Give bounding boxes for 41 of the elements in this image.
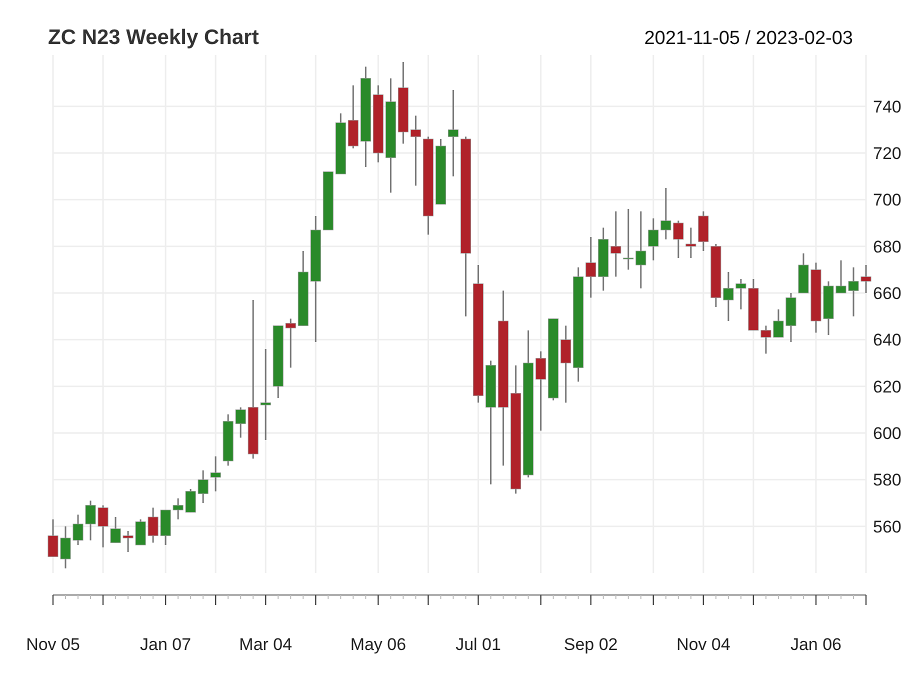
y-tick-label: 600 bbox=[873, 424, 902, 443]
x-tick-label: Mar 04 bbox=[239, 635, 292, 654]
candlestick bbox=[736, 278, 746, 310]
candlestick bbox=[172, 498, 184, 520]
y-tick-label: 740 bbox=[873, 97, 902, 116]
candlestick bbox=[285, 318, 296, 368]
x-tick-label: Jan 07 bbox=[140, 635, 192, 654]
candlestick bbox=[235, 406, 246, 438]
y-tick-label: 620 bbox=[873, 377, 902, 396]
x-tick-label: May 06 bbox=[350, 635, 406, 654]
candlestick bbox=[560, 324, 572, 404]
candlestick bbox=[198, 470, 208, 504]
candlestick bbox=[410, 114, 421, 186]
candlestick bbox=[723, 271, 734, 322]
candlestick bbox=[648, 218, 659, 262]
candlestick bbox=[623, 208, 634, 270]
y-tick-label: 680 bbox=[873, 237, 902, 256]
y-tick-label: 700 bbox=[873, 190, 902, 210]
y-tick-label: 720 bbox=[873, 144, 902, 163]
x-tick-label: Nov 04 bbox=[676, 635, 730, 654]
candlestick bbox=[686, 226, 696, 259]
candlestick bbox=[448, 89, 458, 178]
y-tick-label: 560 bbox=[873, 517, 902, 536]
candlestick bbox=[660, 187, 672, 240]
candlestick bbox=[610, 210, 622, 278]
x-tick-label: Jul 01 bbox=[456, 635, 501, 654]
candlestick bbox=[536, 350, 546, 432]
candlestick bbox=[260, 348, 271, 441]
chart-subtitle: 2021-11-05 / 2023-02-03 bbox=[644, 28, 853, 49]
chart-title: ZC N23 Weekly Chart bbox=[48, 26, 259, 49]
candlestick bbox=[210, 456, 221, 492]
candlestick bbox=[586, 236, 596, 298]
y-tick-label: 580 bbox=[873, 470, 902, 490]
x-tick-label: Nov 05 bbox=[26, 635, 80, 654]
x-tick-label: Sep 02 bbox=[564, 635, 618, 654]
candlestick bbox=[636, 210, 646, 290]
candlestick bbox=[673, 220, 684, 259]
y-tick-label: 660 bbox=[873, 284, 902, 303]
x-tick-label: Jan 06 bbox=[790, 635, 842, 654]
candlestick bbox=[185, 488, 196, 514]
y-tick-label: 640 bbox=[873, 330, 902, 350]
